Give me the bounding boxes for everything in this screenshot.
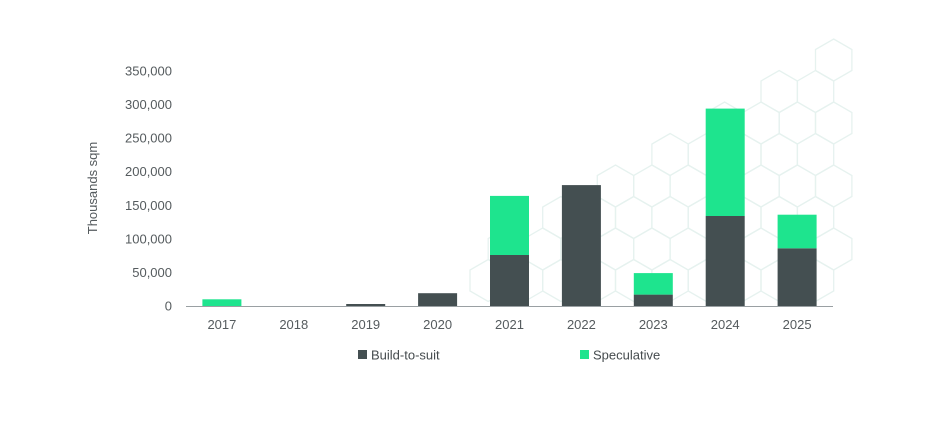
hexagon-decoration-4: [742, 101, 780, 145]
bar-speculative-2024: [705, 108, 745, 216]
bar-speculative-2017: [202, 299, 242, 306]
hexagon-decoration-13: [633, 164, 671, 208]
legend-label-speculative: Speculative: [593, 348, 660, 363]
bar-build-to-suit-2021: [490, 255, 529, 306]
hexagon-decoration-34: [742, 227, 780, 271]
bar-speculative-2021: [490, 195, 529, 255]
bar-build-to-suit-2019: [346, 304, 386, 306]
y-tick-label: 50,000: [132, 265, 172, 280]
legend-swatch-build-to-suit: [358, 350, 367, 359]
y-axis-ticks: 0 50,000 100,000 150,000 200,000 250,000 300,0…: [125, 64, 172, 314]
hexagon-decoration-10: [760, 132, 799, 177]
hexagon-decoration-0: [814, 38, 853, 82]
x-tick-label-2021: 2021: [495, 317, 524, 332]
hexagon-decoration-1: [760, 69, 799, 114]
hexagon-decoration-2: [796, 69, 835, 114]
bar-build-to-suit-2023: [633, 294, 673, 306]
x-tick-label-2018: 2018: [279, 317, 308, 332]
hexagon-decoration-16: [742, 164, 780, 208]
hexagon-decoration-7: [651, 132, 689, 177]
hexagon-decoration-11: [796, 132, 835, 177]
hexagon-decoration-21: [614, 195, 653, 240]
bar-speculative-2025: [777, 214, 817, 249]
bar-speculative-2023: [633, 273, 673, 295]
bar-build-to-suit-2020: [418, 293, 458, 306]
hexagon-decoration-28: [523, 227, 562, 271]
x-tick-label-2017: 2017: [207, 317, 236, 332]
y-axis-title: Thousands sqm: [85, 142, 100, 235]
x-tick-label-2023: 2023: [639, 317, 668, 332]
y-tick-label: 100,000: [125, 231, 172, 246]
bar-build-to-suit-2024: [705, 216, 745, 306]
y-tick-label: 0: [165, 299, 172, 314]
legend: Build-to-suit Speculative: [358, 348, 660, 363]
hexagon-decoration-18: [814, 164, 853, 208]
hexagon-decoration-14: [669, 164, 708, 208]
hexagon-decoration-6: [814, 101, 853, 145]
hexagon-decoration-30: [596, 227, 635, 271]
bar-build-to-suit-2022: [561, 185, 601, 306]
hexagon-decoration-36: [814, 227, 853, 271]
y-tick-label: 300,000: [125, 97, 172, 112]
hexagon-decoration-31: [633, 227, 671, 271]
y-tick-label: 150,000: [125, 198, 172, 213]
hexagon-decoration-12: [596, 164, 635, 208]
hexagon-decoration-5: [778, 101, 817, 145]
x-tick-label-2025: 2025: [783, 317, 812, 332]
hexagon-decoration-22: [651, 195, 689, 240]
hexagon-decoration-17: [778, 164, 817, 208]
x-tick-label-2022: 2022: [567, 317, 596, 332]
bars: [202, 108, 817, 306]
y-tick-label: 250,000: [125, 131, 172, 146]
x-tick-label-2024: 2024: [711, 317, 740, 332]
x-axis-ticks: 2017 2018 2019 2020 2021 2022 2023 2024 2025: [207, 317, 811, 332]
bar-build-to-suit-2025: [777, 248, 817, 306]
y-tick-label: 200,000: [125, 164, 172, 179]
legend-label-build-to-suit: Build-to-suit: [371, 348, 440, 363]
legend-swatch-speculative: [580, 350, 589, 359]
x-tick-label-2020: 2020: [423, 317, 452, 332]
x-tick-label-2019: 2019: [351, 317, 380, 332]
hexagon-decoration-32: [669, 227, 708, 271]
y-tick-label: 350,000: [125, 64, 172, 79]
